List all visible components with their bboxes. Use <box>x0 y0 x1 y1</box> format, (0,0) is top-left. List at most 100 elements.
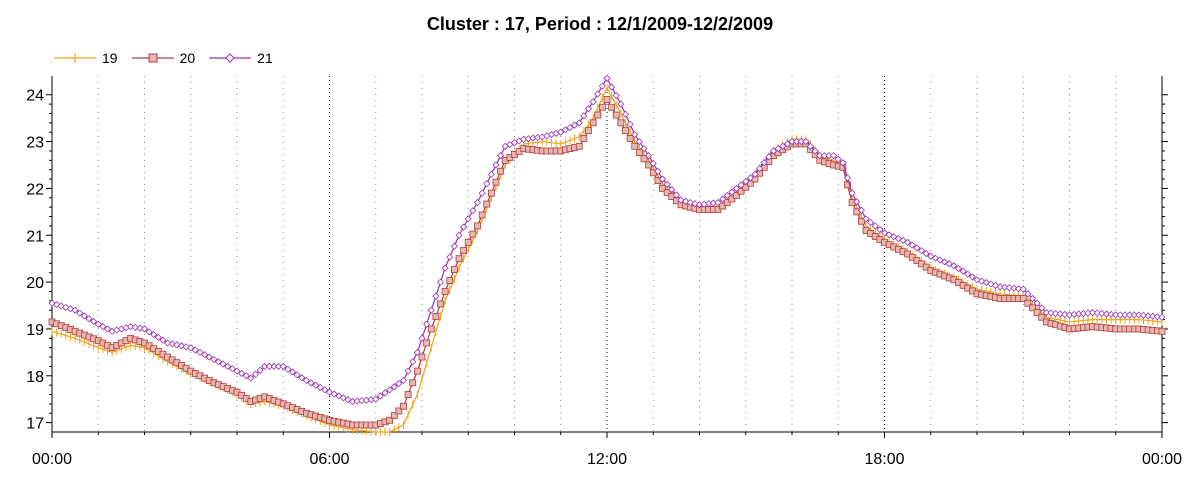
point-21 <box>1042 308 1050 317</box>
point-21 <box>256 366 264 374</box>
point-20 <box>617 119 625 127</box>
point-21 <box>386 386 394 394</box>
point-21 <box>265 362 273 370</box>
point-21 <box>145 328 153 336</box>
legend: 19 20 21 <box>54 50 287 66</box>
point-21 <box>150 331 158 339</box>
point-21 <box>316 383 324 392</box>
point-21 <box>1038 304 1046 312</box>
point-21 <box>1121 311 1129 319</box>
point-21 <box>571 121 579 129</box>
point-21 <box>418 334 426 342</box>
point-20 <box>395 407 403 415</box>
point-21 <box>94 320 102 328</box>
point-21 <box>201 351 209 359</box>
point-21 <box>1112 311 1120 319</box>
point-21 <box>917 247 926 255</box>
point-21 <box>395 380 403 388</box>
point-21 <box>954 264 963 273</box>
point-21 <box>1153 313 1161 321</box>
point-21 <box>450 242 458 250</box>
point-21 <box>621 110 630 118</box>
point-21 <box>561 126 569 134</box>
point-20 <box>1024 299 1032 307</box>
point-21 <box>321 386 329 394</box>
point-21 <box>455 231 463 239</box>
point-21 <box>80 312 88 320</box>
point-21 <box>210 355 218 363</box>
legend-item-19: 19 <box>54 50 118 66</box>
point-21 <box>473 198 482 207</box>
point-21 <box>658 175 667 183</box>
point-21 <box>288 368 297 376</box>
point-20 <box>663 189 671 196</box>
point-21 <box>302 376 310 385</box>
point-21 <box>793 138 801 146</box>
point-21 <box>617 100 625 108</box>
point-21 <box>557 128 565 136</box>
point-21 <box>1135 311 1143 319</box>
point-21 <box>908 241 916 249</box>
point-21 <box>1149 312 1157 320</box>
point-20 <box>409 379 417 387</box>
point-21 <box>1001 283 1009 291</box>
point-21 <box>608 83 616 91</box>
point-21 <box>1019 285 1027 293</box>
point-21 <box>802 138 810 146</box>
point-20 <box>640 155 648 163</box>
point-21 <box>950 262 958 270</box>
point-21 <box>436 278 445 286</box>
point-21 <box>968 273 976 281</box>
point-21 <box>811 147 819 155</box>
point-21 <box>862 215 870 223</box>
point-21 <box>159 336 167 344</box>
point-21 <box>376 392 384 400</box>
legend-label-19: 19 <box>102 50 118 66</box>
point-21 <box>594 90 602 98</box>
point-21 <box>487 170 495 178</box>
point-21 <box>806 142 815 150</box>
point-21 <box>293 371 301 379</box>
point-21 <box>603 74 611 82</box>
point-21 <box>1089 308 1097 317</box>
point-21 <box>816 152 824 160</box>
point-21 <box>284 365 292 373</box>
point-21 <box>99 323 107 331</box>
point-21 <box>469 207 477 215</box>
point-21 <box>1126 311 1134 319</box>
point-21 <box>136 324 144 332</box>
point-21 <box>760 159 768 167</box>
point-20 <box>1033 309 1041 316</box>
point-21 <box>312 381 320 389</box>
point-21 <box>1024 290 1032 298</box>
point-21 <box>751 170 759 178</box>
point-20 <box>608 103 616 111</box>
point-20 <box>1038 313 1046 321</box>
y-tick-label: 24 <box>26 88 44 105</box>
point-20 <box>612 111 620 119</box>
point-21 <box>168 340 176 348</box>
point-21 <box>839 159 847 167</box>
point-21 <box>732 184 741 192</box>
point-21 <box>76 309 84 317</box>
point-21 <box>959 267 967 275</box>
point-21 <box>765 153 773 161</box>
point-21 <box>1015 285 1023 293</box>
point-20 <box>1029 304 1036 312</box>
point-21 <box>214 358 223 366</box>
point-21 <box>1005 284 1013 292</box>
point-21 <box>1102 310 1111 318</box>
point-21 <box>1107 310 1115 318</box>
point-21 <box>228 365 236 373</box>
y-tick-label: 22 <box>26 181 44 198</box>
point-21 <box>71 306 79 314</box>
point-21 <box>797 138 805 146</box>
point-21 <box>774 145 782 153</box>
point-21 <box>478 189 486 197</box>
point-21 <box>631 130 639 139</box>
point-21 <box>242 372 250 380</box>
point-21 <box>238 369 246 378</box>
point-21 <box>1158 313 1166 321</box>
point-21 <box>140 325 149 333</box>
point-21 <box>654 167 662 175</box>
